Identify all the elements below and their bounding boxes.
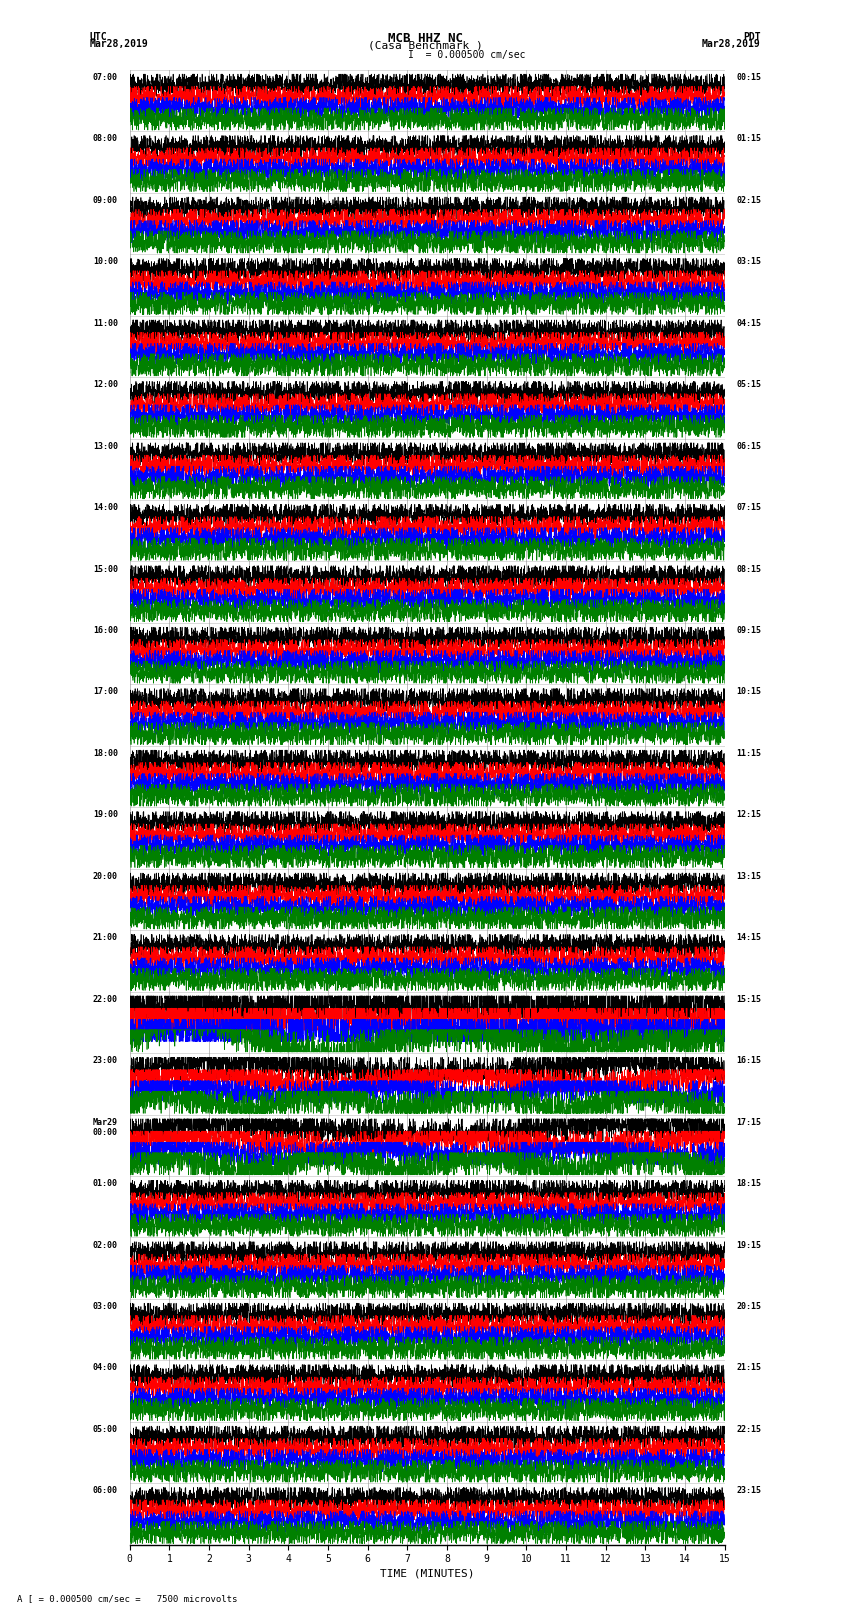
Text: 10:00: 10:00: [93, 258, 118, 266]
Text: 10:15: 10:15: [736, 687, 762, 697]
Text: 09:15: 09:15: [736, 626, 762, 636]
Text: 07:00: 07:00: [93, 73, 118, 82]
Text: 18:15: 18:15: [736, 1179, 762, 1189]
Text: 12:00: 12:00: [93, 381, 118, 389]
Text: 17:15: 17:15: [736, 1118, 762, 1126]
Text: Mar28,2019: Mar28,2019: [89, 39, 148, 48]
Text: 02:00: 02:00: [93, 1240, 118, 1250]
Text: 21:15: 21:15: [736, 1363, 762, 1373]
Text: MCB HHZ NC: MCB HHZ NC: [388, 32, 462, 45]
Text: 05:15: 05:15: [736, 381, 762, 389]
Text: 20:15: 20:15: [736, 1302, 762, 1311]
Text: Mar29
00:00: Mar29 00:00: [93, 1118, 118, 1137]
Text: 15:15: 15:15: [736, 995, 762, 1003]
Text: 15:00: 15:00: [93, 565, 118, 574]
Text: 23:00: 23:00: [93, 1057, 118, 1065]
Text: A [ = 0.000500 cm/sec =   7500 microvolts: A [ = 0.000500 cm/sec = 7500 microvolts: [17, 1594, 237, 1603]
Text: 06:00: 06:00: [93, 1486, 118, 1495]
Text: 23:15: 23:15: [736, 1486, 762, 1495]
Text: 08:00: 08:00: [93, 134, 118, 144]
X-axis label: TIME (MINUTES): TIME (MINUTES): [380, 1569, 474, 1579]
Text: 19:15: 19:15: [736, 1240, 762, 1250]
Text: 14:15: 14:15: [736, 934, 762, 942]
Text: 16:15: 16:15: [736, 1057, 762, 1065]
Text: 07:15: 07:15: [736, 503, 762, 511]
Text: 00:15: 00:15: [736, 73, 762, 82]
Text: 01:00: 01:00: [93, 1179, 118, 1189]
Text: 22:00: 22:00: [93, 995, 118, 1003]
Text: 04:00: 04:00: [93, 1363, 118, 1373]
Text: 11:00: 11:00: [93, 319, 118, 327]
Text: 20:00: 20:00: [93, 871, 118, 881]
Text: 18:00: 18:00: [93, 748, 118, 758]
Text: 11:15: 11:15: [736, 748, 762, 758]
Text: 08:15: 08:15: [736, 565, 762, 574]
Text: 13:15: 13:15: [736, 871, 762, 881]
Text: 05:00: 05:00: [93, 1424, 118, 1434]
Text: 04:15: 04:15: [736, 319, 762, 327]
Text: 06:15: 06:15: [736, 442, 762, 450]
Text: PDT: PDT: [743, 32, 761, 42]
Text: 02:15: 02:15: [736, 195, 762, 205]
Text: 13:00: 13:00: [93, 442, 118, 450]
Text: I  = 0.000500 cm/sec: I = 0.000500 cm/sec: [408, 50, 525, 60]
Text: 22:15: 22:15: [736, 1424, 762, 1434]
Text: 14:00: 14:00: [93, 503, 118, 511]
Text: 16:00: 16:00: [93, 626, 118, 636]
Text: 09:00: 09:00: [93, 195, 118, 205]
Text: 03:15: 03:15: [736, 258, 762, 266]
Text: Mar28,2019: Mar28,2019: [702, 39, 761, 48]
Text: 21:00: 21:00: [93, 934, 118, 942]
Text: UTC: UTC: [89, 32, 107, 42]
Text: (Casa Benchmark ): (Casa Benchmark ): [367, 40, 483, 50]
Text: 01:15: 01:15: [736, 134, 762, 144]
Text: 03:00: 03:00: [93, 1302, 118, 1311]
Text: 12:15: 12:15: [736, 810, 762, 819]
Text: 19:00: 19:00: [93, 810, 118, 819]
Text: 17:00: 17:00: [93, 687, 118, 697]
